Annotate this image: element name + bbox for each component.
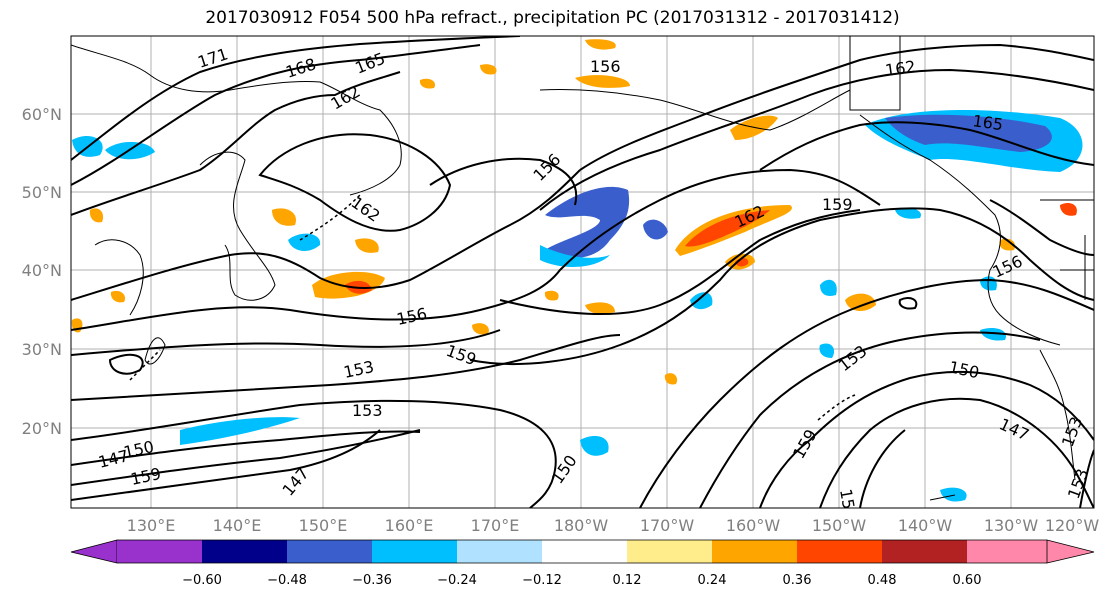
precip-positive-region <box>110 290 126 303</box>
colorbar-tick-label: −0.48 <box>267 573 307 588</box>
colorbar-tick-label: 0.60 <box>953 573 982 588</box>
precip-positive-region <box>585 302 615 314</box>
lon-label: 160°E <box>385 516 434 535</box>
colorbar-segment <box>627 540 712 563</box>
refractivity-contours <box>71 36 1094 508</box>
colorbar-segment <box>287 540 372 563</box>
precip-negative-region <box>819 343 835 358</box>
precip-positive-region <box>1060 203 1077 216</box>
colorbar-segment <box>712 540 797 563</box>
precip-positive-region <box>419 78 436 89</box>
lon-label: 160°W <box>726 516 781 535</box>
lon-label: 140°E <box>213 516 262 535</box>
precip-positive-region <box>480 64 497 75</box>
colorbar-tick-label: 0.48 <box>868 573 897 588</box>
map-title: 2017030912 F054 500 hPa refract., precip… <box>205 8 900 28</box>
colorbar-tick-label: 0.12 <box>613 573 642 588</box>
longitude-labels: 130°E 140°E 150°E 160°E 170°E 180°W 170°… <box>127 516 1100 535</box>
lon-label: 150°E <box>299 516 348 535</box>
precip-negative-region <box>980 328 1006 341</box>
colorbar-tick-label: 0.24 <box>698 573 727 588</box>
contour-label: 156 <box>590 57 621 76</box>
coastlines <box>71 36 1094 501</box>
lat-label: 20°N <box>22 419 62 438</box>
precip-negative-region <box>690 292 713 310</box>
lon-label: 130°E <box>127 516 176 535</box>
precip-positive-region <box>845 293 876 312</box>
contour-label: 165 <box>971 111 1004 134</box>
precip-positive-region <box>575 75 630 88</box>
lon-label: 170°W <box>640 516 695 535</box>
precip-positive-region <box>544 290 559 301</box>
island-chain <box>129 194 856 421</box>
latitude-labels: 20°N 30°N 40°N 50°N 60°N <box>22 105 62 438</box>
precip-negative-region <box>180 417 300 445</box>
colorbar-tick-label: −0.12 <box>522 573 562 588</box>
lon-label: 140°W <box>898 516 953 535</box>
precip-negative-region <box>545 186 630 259</box>
lat-label: 40°N <box>22 261 62 280</box>
precip-positive-region <box>585 39 616 50</box>
lat-label: 30°N <box>22 340 62 359</box>
precip-positive-region <box>472 323 489 335</box>
colorbar-segment <box>457 540 542 563</box>
lon-label: 180°W <box>554 516 609 535</box>
colorbar-segment <box>967 540 1047 563</box>
precip-positive-region <box>272 208 296 226</box>
lon-label: 170°E <box>471 516 520 535</box>
precip-negative-region <box>940 487 967 502</box>
lon-label: 130°W <box>984 516 1039 535</box>
colorbar-segment <box>797 540 882 563</box>
precip-negative-edge <box>540 245 610 267</box>
precip-positive-region <box>999 238 1016 251</box>
colorbar-extend-low <box>70 539 118 564</box>
colorbar-segment <box>882 540 967 563</box>
colorbar-segment <box>117 540 202 563</box>
contour-label: 153 <box>836 487 860 520</box>
precip-negative-region <box>820 279 837 296</box>
colorbar-segment <box>202 540 287 563</box>
contour-label: 162 <box>884 57 917 80</box>
colorbar-segment <box>372 540 457 563</box>
contour-label: 153 <box>352 401 383 420</box>
precip-positive-region <box>89 208 104 223</box>
precip-negative-region <box>288 233 321 252</box>
colorbar-tick-label: 0.36 <box>783 573 812 588</box>
precip-negative-region <box>580 436 609 456</box>
colorbar-tick-label: −0.24 <box>437 573 477 588</box>
precip-negative-region <box>643 219 668 240</box>
colorbar-tick-label: −0.36 <box>352 573 392 588</box>
contour-label: 159 <box>822 195 853 214</box>
colorbar: −0.60 −0.48 −0.36 −0.24 −0.12 0.12 0.24 … <box>70 539 1095 588</box>
precip-positive-region <box>664 373 678 385</box>
colorbar-tick-label: −0.60 <box>182 573 222 588</box>
precip-positive-region <box>355 238 379 253</box>
lon-label: 150°W <box>812 516 867 535</box>
lat-label: 60°N <box>22 105 62 124</box>
precip-negative-region <box>895 207 921 219</box>
lon-label: 120°W <box>1045 516 1100 535</box>
plot-frame <box>70 35 1095 509</box>
colorbar-ticks: −0.60 −0.48 −0.36 −0.24 −0.12 0.12 0.24 … <box>182 573 981 588</box>
lat-label: 50°N <box>22 183 62 202</box>
precip-positive-core <box>685 210 770 247</box>
precip-fill-layer <box>71 39 1083 502</box>
colorbar-extend-high <box>1046 539 1095 564</box>
colorbar-segment <box>542 540 627 563</box>
